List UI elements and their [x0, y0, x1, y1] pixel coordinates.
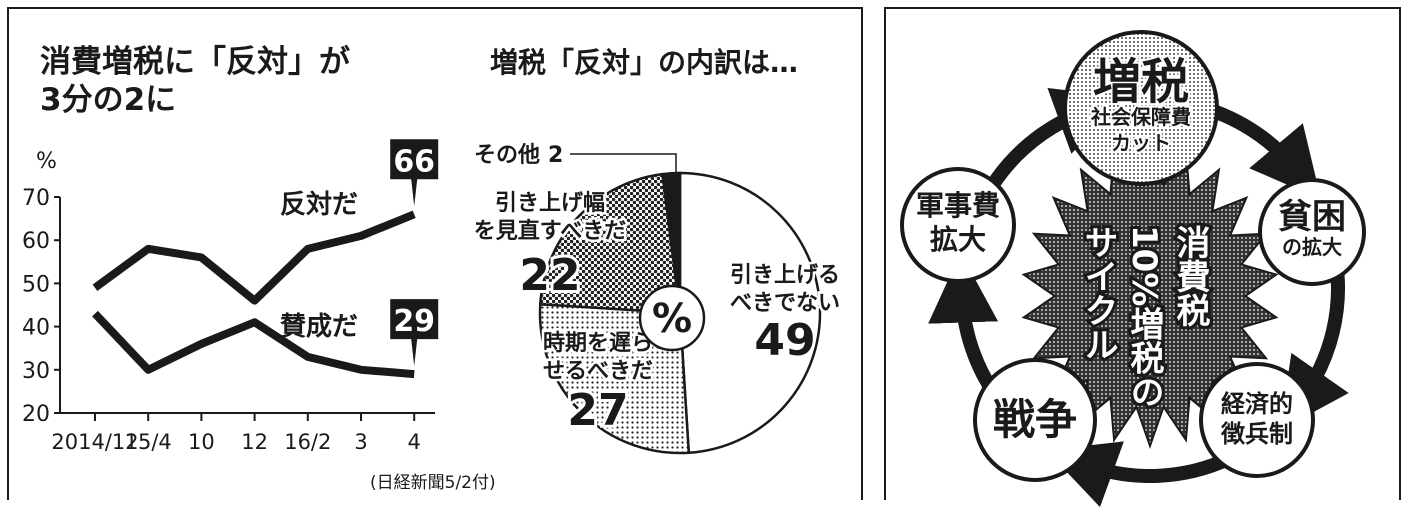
node-label: 増税	[1093, 54, 1189, 110]
slice-label: その他	[474, 143, 540, 168]
x-tick-label: 4	[408, 430, 421, 454]
series-label: 反対だ	[280, 190, 358, 220]
value-label: 29	[393, 304, 435, 339]
center-label: %	[652, 296, 692, 342]
node-label: 戦争	[993, 395, 1077, 444]
slice-value: 2	[548, 143, 563, 168]
data-line	[95, 314, 414, 374]
x-tick-label: 10	[188, 430, 215, 454]
y-tick-label: 40	[22, 316, 50, 341]
slice-value: 22	[519, 250, 580, 301]
chart-title: 消費増税に「反対」が	[40, 44, 350, 80]
node-label: 社会保障費	[1090, 105, 1191, 129]
node-label: 徴兵制	[1220, 420, 1293, 448]
center-text: 10%増税の	[1124, 225, 1164, 408]
slice-label: 時期を遅ら	[543, 331, 653, 356]
y-tick-label: 70	[22, 186, 50, 211]
slice-value: 27	[567, 385, 628, 436]
x-tick-label: 12	[241, 430, 268, 454]
slice-value: 49	[754, 315, 815, 366]
chart-title: 3分の2に	[40, 82, 176, 118]
center-text: 消費税	[1170, 225, 1210, 327]
cycle-arrow	[1086, 458, 1230, 476]
x-tick-label: 16/2	[284, 430, 331, 454]
slice-label: べきでない	[730, 291, 840, 316]
x-tick-label: 3	[354, 430, 367, 454]
node-label: 経済的	[1221, 390, 1293, 418]
node-label: カット	[1111, 131, 1171, 155]
x-tick-label: 15/4	[125, 430, 172, 454]
data-line	[95, 214, 414, 300]
slice-label: せるべきだ	[543, 359, 653, 384]
y-tick-label: 20	[22, 402, 50, 427]
chart-title: 増税「反対」の内訳は…	[490, 46, 798, 79]
center-text: サイクル	[1078, 225, 1118, 361]
y-tick-label: 50	[22, 272, 50, 297]
node-label: の拡大	[1282, 235, 1342, 259]
y-tick-label: 30	[22, 359, 50, 384]
value-label: 66	[393, 144, 435, 179]
node-label: 拡大	[930, 223, 986, 256]
y-tick-label: 60	[22, 229, 50, 254]
source-note: (日経新聞5/2付)	[370, 473, 496, 493]
series-label: 賛成だ	[280, 312, 358, 342]
slice-label: を見直すべきだ	[474, 218, 626, 244]
node-label: 貧困	[1278, 197, 1346, 237]
y-axis-label: %	[36, 149, 57, 174]
slice-label: 引き上げる	[730, 263, 840, 288]
node-label: 軍事費	[916, 189, 1000, 222]
slice-label: 引き上げ幅	[495, 191, 605, 216]
page: 消費増税に「反対」が3分の2に%2030405060702014/1215/41…	[0, 0, 1406, 507]
